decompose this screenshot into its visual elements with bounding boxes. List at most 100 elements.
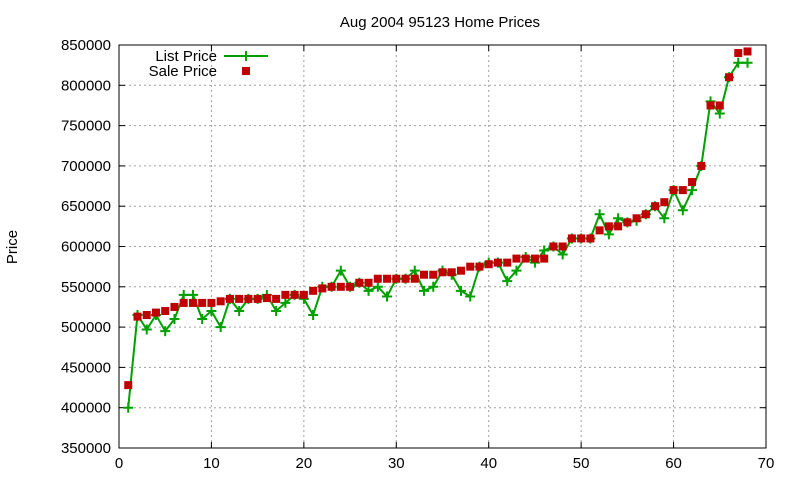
- y-tick-label: 800000: [61, 77, 111, 94]
- list-price-point: [363, 285, 374, 296]
- legend-label: Sale Price: [149, 63, 217, 80]
- list-price-point: [659, 213, 670, 224]
- list-price-point: [382, 291, 393, 302]
- sale-price-point: [235, 294, 244, 303]
- sale-price-point: [614, 222, 623, 231]
- x-tick-label: 0: [115, 455, 123, 472]
- sale-price-point: [734, 49, 743, 58]
- y-tick-label: 850000: [61, 37, 111, 54]
- list-price-point: [539, 245, 550, 256]
- sale-price-point: [244, 294, 253, 303]
- sale-price-point: [660, 198, 669, 207]
- list-price-point: [280, 297, 291, 308]
- sale-price-point: [641, 210, 650, 219]
- sale-price-point: [706, 101, 715, 110]
- x-tick-label: 30: [388, 455, 405, 472]
- y-tick-label: 650000: [61, 198, 111, 215]
- y-tick-label: 550000: [61, 279, 111, 296]
- sale-price-point: [688, 178, 697, 187]
- plot-frame: [118, 44, 767, 449]
- sale-price-point: [429, 270, 438, 279]
- sale-price-point: [678, 186, 687, 195]
- axis-ticks: 0 10 20 30 40 50 60 70 350000 400000 450000 500000 5…: [61, 37, 774, 472]
- y-tick-label: 750000: [61, 118, 111, 135]
- sale-price-point: [521, 254, 530, 263]
- sale-price-point: [327, 282, 336, 291]
- y-axis-label: Price: [4, 230, 21, 264]
- sale-price-point: [290, 290, 299, 299]
- list-price-point: [335, 265, 346, 276]
- y-tick-label: 450000: [61, 359, 111, 376]
- sale-price-point: [420, 270, 429, 279]
- list-price-point: [419, 285, 430, 296]
- sale-price-point: [503, 258, 512, 267]
- sale-price-point: [623, 218, 632, 227]
- x-tick-label: 50: [573, 455, 590, 472]
- sale-price-point: [475, 262, 484, 271]
- sale-price-point: [309, 286, 318, 295]
- sale-price-point: [133, 312, 142, 321]
- list-price-point: [714, 108, 725, 119]
- sale-price-point: [318, 284, 327, 293]
- y-tick-label: 500000: [61, 319, 111, 336]
- sale-price-point: [567, 234, 576, 243]
- series-layer: [123, 47, 753, 413]
- list-price-point: [465, 291, 476, 302]
- sale-price-point: [225, 294, 234, 303]
- sale-price-point: [715, 101, 724, 110]
- sale-price-point: [447, 268, 456, 277]
- sale-price-point: [281, 290, 290, 299]
- list-price-line: [127, 61, 748, 408]
- sale-price-point: [632, 214, 641, 223]
- y-tick-label: 600000: [61, 239, 111, 256]
- list-price-point: [169, 314, 180, 325]
- legend-marker: [242, 67, 250, 75]
- sale-price-point: [161, 306, 170, 315]
- y-tick-label: 350000: [61, 440, 111, 457]
- sale-price-point: [484, 260, 493, 269]
- chart-title: Aug 2004 95123 Home Prices: [340, 14, 540, 31]
- sale-price-point: [188, 298, 197, 307]
- list-price-point: [197, 314, 208, 325]
- sale-price-point: [456, 266, 465, 275]
- sale-price-point: [207, 298, 216, 307]
- sale-price-point: [253, 294, 262, 303]
- sale-price-point: [216, 297, 225, 306]
- list-price-point: [187, 289, 198, 300]
- sale-price-point: [558, 242, 567, 251]
- sale-price-point: [170, 302, 179, 311]
- sale-price-point: [549, 242, 558, 251]
- sale-price-point: [392, 274, 401, 283]
- sale-price-point: [336, 282, 345, 291]
- sale-price-point: [151, 308, 160, 317]
- sale-price-series: [124, 47, 752, 390]
- list-price-point: [502, 276, 513, 287]
- sale-price-point: [577, 234, 586, 243]
- sale-price-point: [595, 226, 604, 235]
- sale-price-point: [540, 254, 549, 263]
- sale-price-point: [373, 274, 382, 283]
- list-price-point: [234, 305, 245, 316]
- sale-price-point: [346, 282, 355, 291]
- y-tick-label: 700000: [61, 158, 111, 175]
- list-price-point: [613, 213, 624, 224]
- sale-price-point: [586, 234, 595, 243]
- list-price-point: [271, 305, 282, 316]
- list-price-point: [594, 209, 605, 220]
- list-price-point: [455, 285, 466, 296]
- list-price-series: [123, 57, 753, 413]
- list-price-point: [178, 289, 189, 300]
- list-price-point: [511, 265, 522, 276]
- list-price-point: [733, 57, 744, 68]
- list-price-point: [160, 326, 171, 337]
- sale-price-point: [669, 186, 678, 195]
- sale-price-point: [512, 254, 521, 263]
- sale-price-point: [142, 311, 151, 320]
- x-tick-label: 70: [758, 455, 775, 472]
- sale-price-point: [262, 294, 271, 303]
- sale-price-point: [410, 274, 419, 283]
- sale-price-point: [743, 47, 752, 56]
- sale-price-point: [438, 268, 447, 277]
